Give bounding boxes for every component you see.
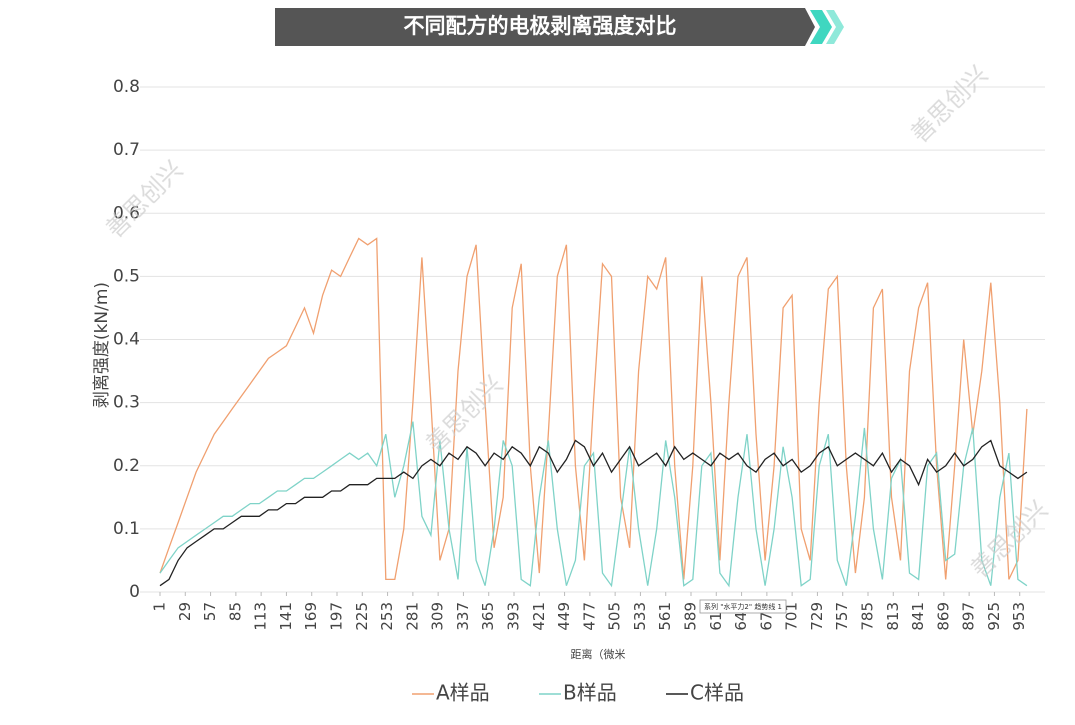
x-tick-label: 393: [505, 602, 523, 631]
x-tick-label: 477: [580, 602, 598, 631]
x-tick-label: 253: [378, 602, 396, 631]
x-tick-label: 533: [631, 602, 649, 631]
y-tick-label: 0.5: [113, 266, 140, 286]
title-arrow: [826, 10, 844, 44]
title-banner: [275, 8, 815, 46]
x-tick-label: 505: [606, 602, 624, 631]
x-axis-label: 距离（微米: [571, 647, 626, 661]
x-tick-label: 869: [934, 602, 952, 631]
x-tick-label: 813: [884, 602, 902, 631]
tooltip-box: [699, 599, 787, 614]
title-arrow: [810, 10, 832, 44]
x-tick-label: 701: [783, 602, 801, 631]
x-tick-label: 953: [1010, 602, 1028, 631]
y-tick-label: 0.2: [113, 456, 140, 476]
x-tick-label: 197: [328, 602, 346, 631]
x-tick-label: 561: [656, 602, 674, 631]
x-tick-label: 365: [479, 602, 497, 631]
y-tick-label: 0.3: [113, 393, 140, 413]
y-tick-label: 0.6: [113, 203, 140, 223]
x-tick-label: 785: [859, 602, 877, 631]
x-tick-label: 925: [985, 602, 1003, 631]
x-tick-label: 141: [277, 602, 295, 631]
legend-label: C样品: [690, 681, 744, 705]
x-tick-label: 421: [530, 602, 548, 631]
series-line: [159, 421, 1028, 588]
watermark: 善思创兴: [100, 155, 188, 243]
y-tick-label: 0.1: [113, 519, 140, 539]
chart-title: 不同配方的电极剥离强度对比: [404, 14, 677, 38]
legend-label: A样品: [436, 681, 490, 705]
y-tick-label: 0.8: [113, 77, 140, 97]
watermarks: 善思创兴 善思创兴 善思创兴 善思创兴: [100, 60, 1053, 583]
x-tick-label: 589: [682, 602, 700, 631]
series-line: [159, 439, 1028, 587]
x-tick-label: 29: [176, 602, 194, 621]
watermark: 善思创兴: [905, 60, 993, 148]
x-tick-label: 337: [454, 602, 472, 631]
x-tick-label: 757: [833, 602, 851, 631]
series-line: [159, 237, 1028, 581]
watermark: 善思创兴: [420, 370, 508, 458]
x-tick-label: 729: [808, 602, 826, 631]
x-tick-label: 225: [353, 602, 371, 631]
x-tick-label: 1: [151, 602, 169, 612]
legend-label: B样品: [563, 681, 617, 705]
x-tick-label: 841: [909, 602, 927, 631]
x-tick-label: 85: [226, 602, 244, 621]
x-tick-label: 57: [201, 602, 219, 621]
x-tick-label: 449: [555, 602, 573, 631]
y-tick-label: 0.4: [113, 330, 140, 350]
tooltip-text: 系列 "水平力2" 趋势线 1: [704, 602, 782, 611]
y-tick-label: 0.7: [113, 140, 140, 160]
x-tick-label: 897: [960, 602, 978, 631]
x-tick-label: 309: [429, 602, 447, 631]
x-tick-label: 113: [252, 602, 270, 631]
tooltip: 系列 "水平力2" 趋势线 1: [699, 599, 787, 614]
x-tick-label: 169: [302, 602, 320, 631]
y-axis-label: 剥离强度(kN/m): [92, 282, 112, 408]
y-tick-label: 0: [129, 582, 140, 602]
x-tick-label: 281: [403, 602, 421, 631]
